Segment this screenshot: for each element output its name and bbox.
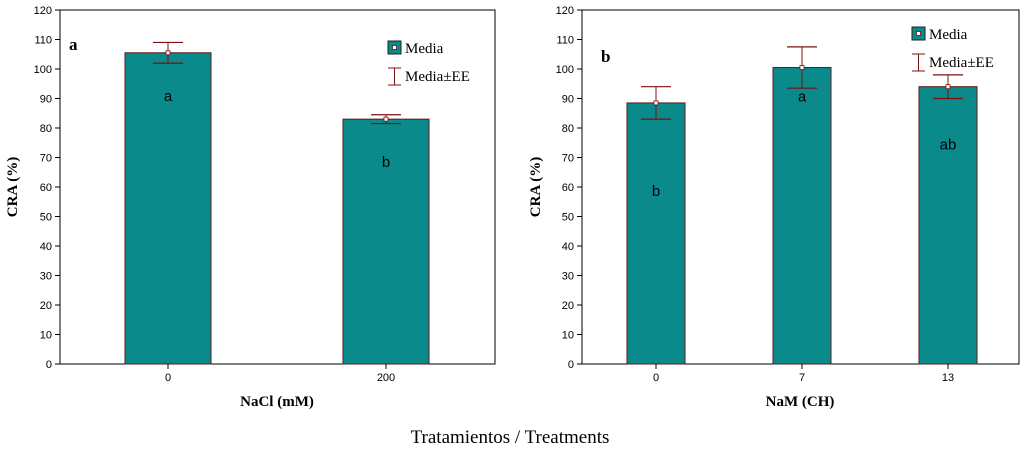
x-axis-title: NaM (CH)	[766, 394, 835, 410]
bar	[342, 118, 430, 365]
y-tick-label: 50	[562, 212, 574, 224]
y-tick-label: 90	[40, 94, 52, 106]
panel-label: b	[601, 47, 610, 66]
y-tick-label: 0	[46, 359, 52, 371]
legend-mean-label: Media	[405, 41, 444, 57]
mean-marker	[383, 116, 389, 122]
y-tick-label: 100	[556, 64, 574, 76]
y-tick-label: 20	[40, 300, 52, 312]
figure-caption: Tratamientos / Treatments	[411, 427, 610, 448]
y-tick-label: 100	[34, 64, 52, 76]
significance-letter: a	[798, 89, 807, 106]
legend-mean-label: Media	[929, 27, 968, 43]
bar	[626, 102, 686, 365]
y-tick-label: 70	[562, 153, 574, 165]
y-tick-label: 40	[40, 241, 52, 253]
y-tick-label: 60	[562, 182, 574, 194]
x-tick-label: 0	[653, 372, 659, 384]
x-axis-title: NaCl (mM)	[240, 394, 314, 410]
significance-letter: b	[382, 154, 390, 171]
x-tick-label: 200	[377, 372, 395, 384]
y-tick-label: 10	[40, 330, 52, 342]
chart-panel-a: 0 10 20 30 40 50 60 70 80 90 100 110 120 0 a 200 b a NaCl …	[5, 5, 496, 410]
y-tick-label: 110	[556, 35, 574, 47]
y-tick-label: 70	[40, 153, 52, 165]
y-tick-label: 60	[40, 182, 52, 194]
bar	[918, 86, 978, 365]
y-tick-label: 0	[568, 359, 574, 371]
y-tick-label: 10	[562, 330, 574, 342]
y-tick-label: 40	[562, 241, 574, 253]
y-tick-label: 30	[562, 271, 574, 283]
y-tick-label: 120	[556, 5, 574, 17]
x-tick-label: 0	[165, 372, 171, 384]
y-tick-label: 30	[40, 271, 52, 283]
significance-letter: b	[652, 183, 660, 200]
bar	[124, 52, 212, 365]
y-axis-title: CRA (%)	[528, 157, 544, 217]
x-tick-label: 7	[799, 372, 805, 384]
legend-se-label: Media±EE	[405, 69, 470, 85]
y-tick-label: 120	[34, 5, 52, 17]
bar	[772, 67, 832, 365]
significance-letter: a	[164, 88, 173, 105]
mean-marker	[945, 84, 951, 90]
panel-label: a	[69, 35, 78, 54]
mean-marker	[165, 50, 171, 56]
y-tick-label: 110	[34, 35, 52, 47]
y-tick-label: 80	[562, 123, 574, 135]
legend-mean-marker	[916, 31, 921, 36]
mean-marker	[653, 100, 659, 106]
legend-mean-marker	[392, 45, 397, 50]
mean-marker	[799, 65, 805, 70]
y-tick-label: 80	[40, 123, 52, 135]
y-tick-label: 90	[562, 94, 574, 106]
legend-se-label: Media±EE	[929, 55, 994, 71]
y-tick-label: 20	[562, 300, 574, 312]
y-tick-label: 50	[40, 212, 52, 224]
significance-letter: ab	[940, 137, 957, 154]
chart-panel-b: 0 10 20 30 40 50 60 70 80 90 100 110 120 0 b 7 a 13 ab b NaM…	[528, 5, 1020, 410]
y-axis-title: CRA (%)	[5, 157, 21, 217]
x-tick-label: 13	[942, 372, 954, 384]
